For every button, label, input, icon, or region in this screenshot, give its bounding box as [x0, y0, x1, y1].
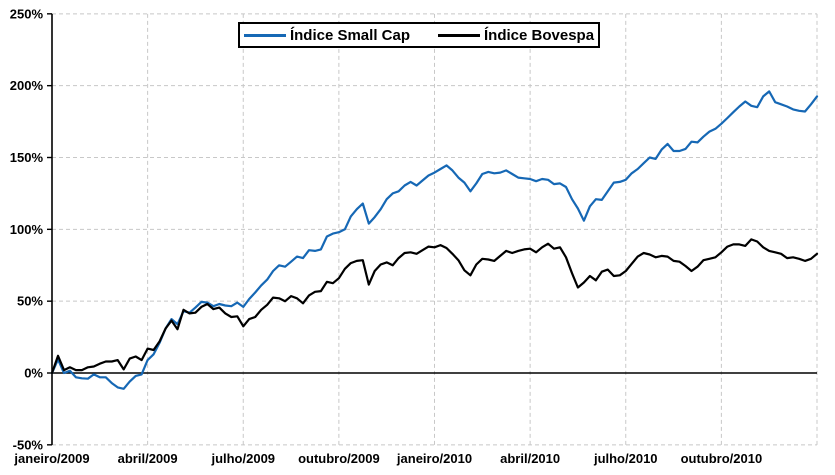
- y-axis-label: 50%: [17, 294, 43, 309]
- y-axis-label: 100%: [10, 222, 44, 237]
- y-axis-label: -50%: [13, 437, 44, 452]
- y-axis-label: 150%: [10, 150, 44, 165]
- legend-label-bovespa: Índice Bovespa: [484, 26, 595, 44]
- x-axis-label: julho/2010: [593, 451, 658, 466]
- x-axis-label: outubro/2009: [298, 451, 380, 466]
- x-axis-label: outubro/2010: [681, 451, 763, 466]
- legend-entry-small-cap: Índice Small Cap: [243, 26, 410, 44]
- bovespa-series-line: [50, 238, 819, 375]
- small-cap-line-swatch: [243, 33, 286, 37]
- y-axis-label: 250%: [10, 6, 44, 21]
- legend-label-small-cap: Índice Small Cap: [289, 26, 410, 44]
- x-axis-label: janeiro/2009: [13, 451, 89, 466]
- y-axis-label: 0%: [24, 366, 43, 381]
- y-axis-label: 200%: [10, 78, 44, 93]
- x-axis-label: abril/2010: [500, 451, 560, 466]
- bovespa-line-swatch: [438, 33, 480, 37]
- legend-entry-bovespa: Índice Bovespa: [438, 27, 594, 44]
- x-axis-label: janeiro/2010: [396, 451, 472, 466]
- chart-legend: Índice Small Cap Índice Bovespa: [238, 22, 600, 48]
- x-axis-label: julho/2009: [210, 451, 275, 466]
- x-axis-label: abril/2009: [118, 451, 178, 466]
